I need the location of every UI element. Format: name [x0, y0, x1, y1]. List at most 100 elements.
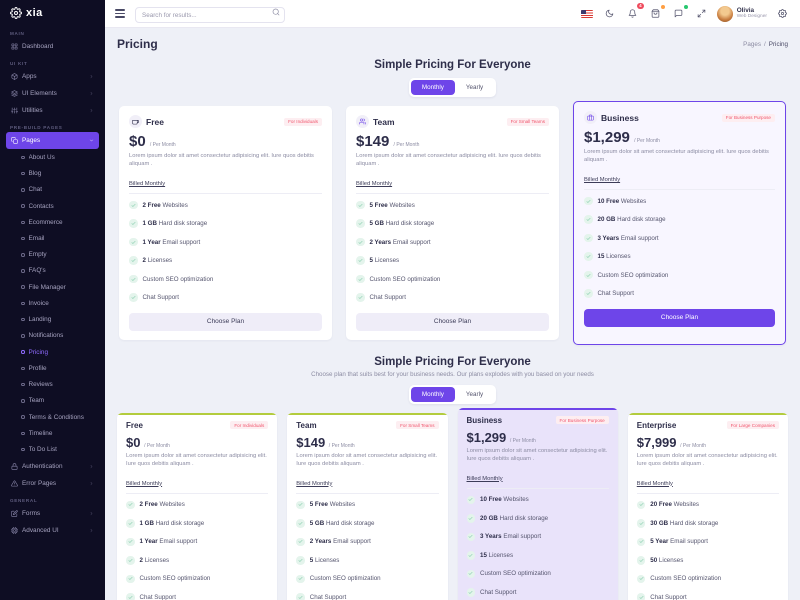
sidebar-item-authentication[interactable]: Authentication [6, 458, 99, 475]
lock-icon [11, 463, 18, 470]
sidebar-item-apps[interactable]: Apps [6, 68, 99, 85]
sidebar-item-ui-elements[interactable]: UI Elements [6, 85, 99, 102]
bullet-icon [21, 431, 25, 436]
user-menu[interactable]: Olivia Web Designer [716, 5, 767, 22]
messages-dot-badge [683, 4, 688, 9]
sidebar-item-error-pages[interactable]: Error Pages [6, 475, 99, 492]
sidebar-item-label: Ecommerce [28, 218, 63, 226]
sidebar-item-ecommerce[interactable]: Ecommerce [6, 214, 99, 230]
bullet-icon [21, 334, 25, 338]
page-content: Pricing Pages / Pricing Simple Pricing F… [105, 28, 800, 600]
monthly-tab[interactable]: Monthly [410, 80, 455, 95]
feature-item: Chat Support [466, 583, 609, 600]
check-icon [129, 237, 138, 247]
sidebar-item-team[interactable]: Team [6, 393, 99, 409]
feature-list: 10 Free Websites 20 GB Hard disk storage 3… [584, 188, 775, 303]
feature-item: 50 Licenses [636, 551, 779, 570]
check-icon [584, 215, 593, 224]
dark-mode-toggle[interactable] [602, 6, 618, 22]
yearly-tab[interactable]: Yearly [455, 80, 494, 95]
sidebar-item-empty[interactable]: Empty [6, 247, 99, 263]
notifications-button[interactable]: 4 [625, 2, 644, 22]
feature-item: Chat Support [584, 284, 775, 303]
billed-monthly-link[interactable]: Billed Monthly [126, 480, 163, 487]
sidebar-item-profile[interactable]: Profile [6, 360, 99, 376]
sidebar-item-timeline[interactable]: Timeline [6, 425, 99, 441]
sidebar-item-about-us[interactable]: About Us [6, 149, 99, 165]
sidebar-item-notifications[interactable]: Notifications [6, 328, 99, 344]
sidebar-item-advanced-ui[interactable]: Advanced UI [6, 522, 99, 539]
choose-plan-button[interactable]: Choose Plan [356, 312, 549, 331]
sidebar-item-terms-conditions[interactable]: Terms & Conditions [6, 409, 99, 425]
sidebar-item-blog[interactable]: Blog [6, 165, 99, 181]
sidebar-item-label: Terms & Conditions [28, 413, 84, 421]
plan-price: $149 / Per Month [356, 133, 420, 150]
yearly-tab-2[interactable]: Yearly [455, 387, 494, 402]
search-input[interactable] [135, 7, 285, 24]
check-icon [356, 219, 365, 228]
check-icon [466, 569, 475, 579]
billed-monthly-link[interactable]: Billed Monthly [466, 475, 503, 482]
billed-monthly-link[interactable]: Billed Monthly [129, 180, 166, 187]
feature-item: Chat Support [126, 588, 268, 600]
sidebar-item-file-manager[interactable]: File Manager [6, 279, 99, 295]
brand-logo[interactable]: xia [0, 0, 105, 24]
breadcrumb-separator: / [764, 40, 766, 48]
sidebar-item-to-do-list[interactable]: To Do List [6, 441, 99, 457]
sidebar-item-email[interactable]: Email [6, 230, 99, 246]
language-flag-button[interactable] [579, 6, 595, 22]
monthly-tab-2[interactable]: Monthly [410, 386, 455, 402]
messages-button[interactable] [671, 4, 688, 22]
feature-list: 2 Free Websites 1 GB Hard disk storage 1 Y… [129, 192, 322, 307]
sidebar-item-chat[interactable]: Chat [6, 182, 99, 198]
us-flag-icon [580, 9, 593, 18]
sidebar-item-pages[interactable]: Pages [6, 132, 99, 150]
billed-monthly-link[interactable]: Billed Monthly [636, 480, 673, 487]
plan-description: Lorem ipsum dolor sit amet consectetur a… [129, 153, 314, 168]
moon-icon [605, 9, 614, 18]
sidebar-item-utilities[interactable]: Utilities [6, 102, 99, 119]
feature-item: Custom SEO optimization [296, 570, 438, 589]
check-icon [356, 256, 365, 265]
menu-toggle-icon[interactable] [115, 9, 125, 18]
billed-monthly-link[interactable]: Billed Monthly [296, 480, 333, 487]
feature-item: 20 Free Websites [636, 496, 779, 515]
breadcrumb-parent[interactable]: Pages [743, 40, 761, 48]
chevron-right-icon [89, 528, 94, 533]
sidebar-item-label: About Us [28, 153, 55, 161]
choose-plan-button[interactable]: Choose Plan [584, 308, 775, 327]
feature-item: 5 GB Hard disk storage [296, 514, 438, 533]
feature-list: 2 Free Websites 1 GB Hard disk storage 1 Y… [126, 492, 269, 600]
feature-item: 5 Year Email support [636, 533, 779, 552]
sidebar-item-invoice[interactable]: Invoice [6, 295, 99, 311]
pricing-section-1: Simple Pricing For Everyone Monthly Year… [117, 59, 788, 345]
settings-button[interactable] [774, 6, 790, 22]
plan-name: Team [296, 420, 317, 430]
sidebar-item-dashboard[interactable]: Dashboard [6, 38, 99, 55]
avatar [716, 5, 733, 22]
sidebar-item-contacts[interactable]: Contacts [6, 198, 99, 214]
plan-badge: For Small Teams [506, 117, 549, 126]
search-icon[interactable] [272, 8, 280, 16]
feature-item: Custom SEO optimization [356, 270, 549, 289]
fullscreen-button[interactable] [694, 6, 710, 22]
billed-monthly-link[interactable]: Billed Monthly [356, 180, 393, 187]
sidebar-item-label: Empty [28, 251, 47, 259]
sidebar-section-label: Pre-Build Pages [10, 125, 63, 131]
check-icon [584, 196, 593, 206]
cart-button[interactable] [648, 4, 665, 22]
check-icon [129, 274, 138, 284]
sidebar-item-landing[interactable]: Landing [6, 312, 99, 328]
sidebar-item-pricing[interactable]: Pricing [6, 344, 99, 360]
chevron-right-icon [89, 481, 94, 486]
sidebar-item-forms[interactable]: Forms [6, 505, 99, 522]
sidebar-item-reviews[interactable]: Reviews [6, 377, 99, 393]
billed-monthly-link[interactable]: Billed Monthly [584, 176, 621, 183]
check-icon [636, 593, 646, 600]
pricing-cards-row-1: Free For Individuals $0 / Per Month Lorem i… [117, 101, 788, 345]
choose-plan-button[interactable]: Choose Plan [129, 312, 322, 331]
cpu-icon [11, 526, 18, 534]
check-icon [584, 289, 593, 298]
sidebar-item-faq-s[interactable]: FAQ's [6, 263, 99, 279]
feature-list: 5 Free Websites 5 GB Hard disk storage 2 Y… [356, 192, 549, 307]
